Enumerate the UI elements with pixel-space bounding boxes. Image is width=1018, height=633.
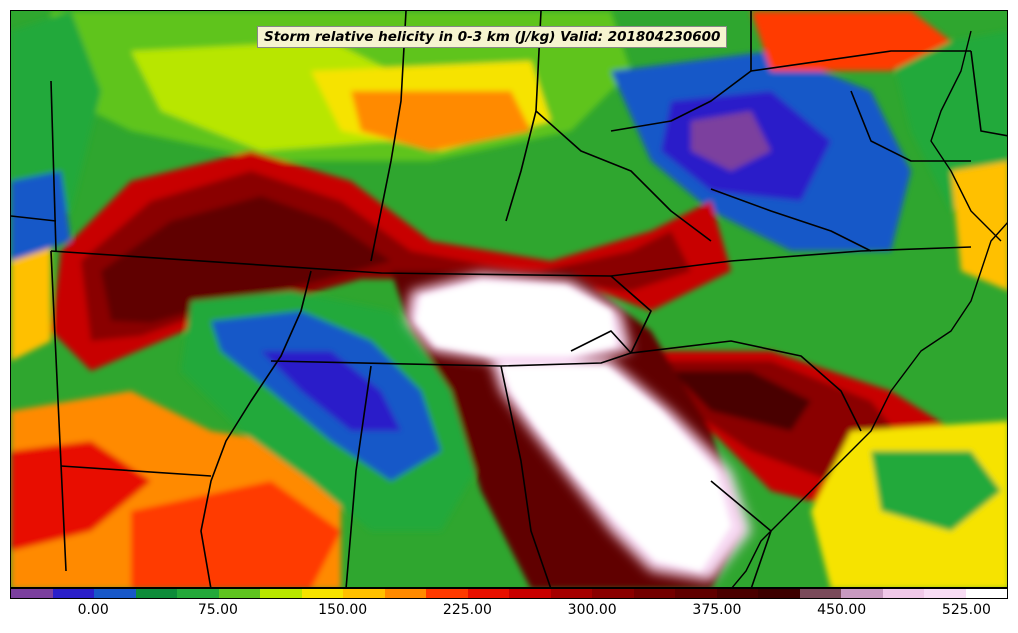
colorbar-segment: [841, 589, 883, 598]
colorbar-segment: [343, 589, 385, 598]
colorbar-segment: [260, 589, 302, 598]
colorbar-tick-label: 450.00: [817, 602, 867, 618]
colorbar-segment: [799, 589, 841, 598]
colorbar-tick-label: 75.00: [197, 602, 238, 618]
colorbar-segment: [965, 589, 1007, 598]
colorbar-segment: [550, 589, 592, 598]
extreme-helicity-core-white: [416, 281, 731, 571]
colorbar-segment: [94, 589, 136, 598]
colorbar-tick-label: 225.00: [442, 602, 492, 618]
colorbar-tick-label: 0.00: [77, 602, 109, 618]
colorbar-segment: [675, 589, 717, 598]
colorbar-ticks: 0.00 75.00 150.00 225.00 300.00 375.00 450.00 5…: [10, 602, 1008, 624]
map-panel: Storm relative helicity in 0-3 km (J/kg)…: [10, 10, 1008, 588]
colorbar-segment: [509, 589, 551, 598]
coastline: [731, 30, 1007, 587]
colorbar: [10, 588, 1008, 599]
colorbar-segment: [11, 589, 53, 598]
colorbar-tick-label: 150.00: [318, 602, 368, 618]
colorbar-segment: [882, 589, 924, 598]
colorbar-tick-label: 375.00: [692, 602, 742, 618]
colorbar-tick-label: 300.00: [567, 602, 617, 618]
colorbar-segment: [592, 589, 634, 598]
colorbar-segment: [52, 589, 94, 598]
colorbar-segment: [758, 589, 800, 598]
state-boundaries: [11, 11, 1007, 587]
colorbar-segment: [633, 589, 675, 598]
colorbar-segment: [384, 589, 426, 598]
colorbar-segment: [716, 589, 758, 598]
colorbar-segment: [301, 589, 343, 598]
colorbar-tick-label: 525.00: [941, 602, 991, 618]
helicity-field-map: [11, 11, 1007, 587]
map-title: Storm relative helicity in 0-3 km (J/kg)…: [257, 26, 728, 48]
colorbar-segment: [177, 589, 219, 598]
colorbar-segment: [426, 589, 468, 598]
colorbar-segment: [467, 589, 509, 598]
colorbar-segment: [135, 589, 177, 598]
colorbar-segment: [924, 589, 966, 598]
helicity-contours: [11, 11, 1007, 587]
colorbar-segment: [218, 589, 260, 598]
